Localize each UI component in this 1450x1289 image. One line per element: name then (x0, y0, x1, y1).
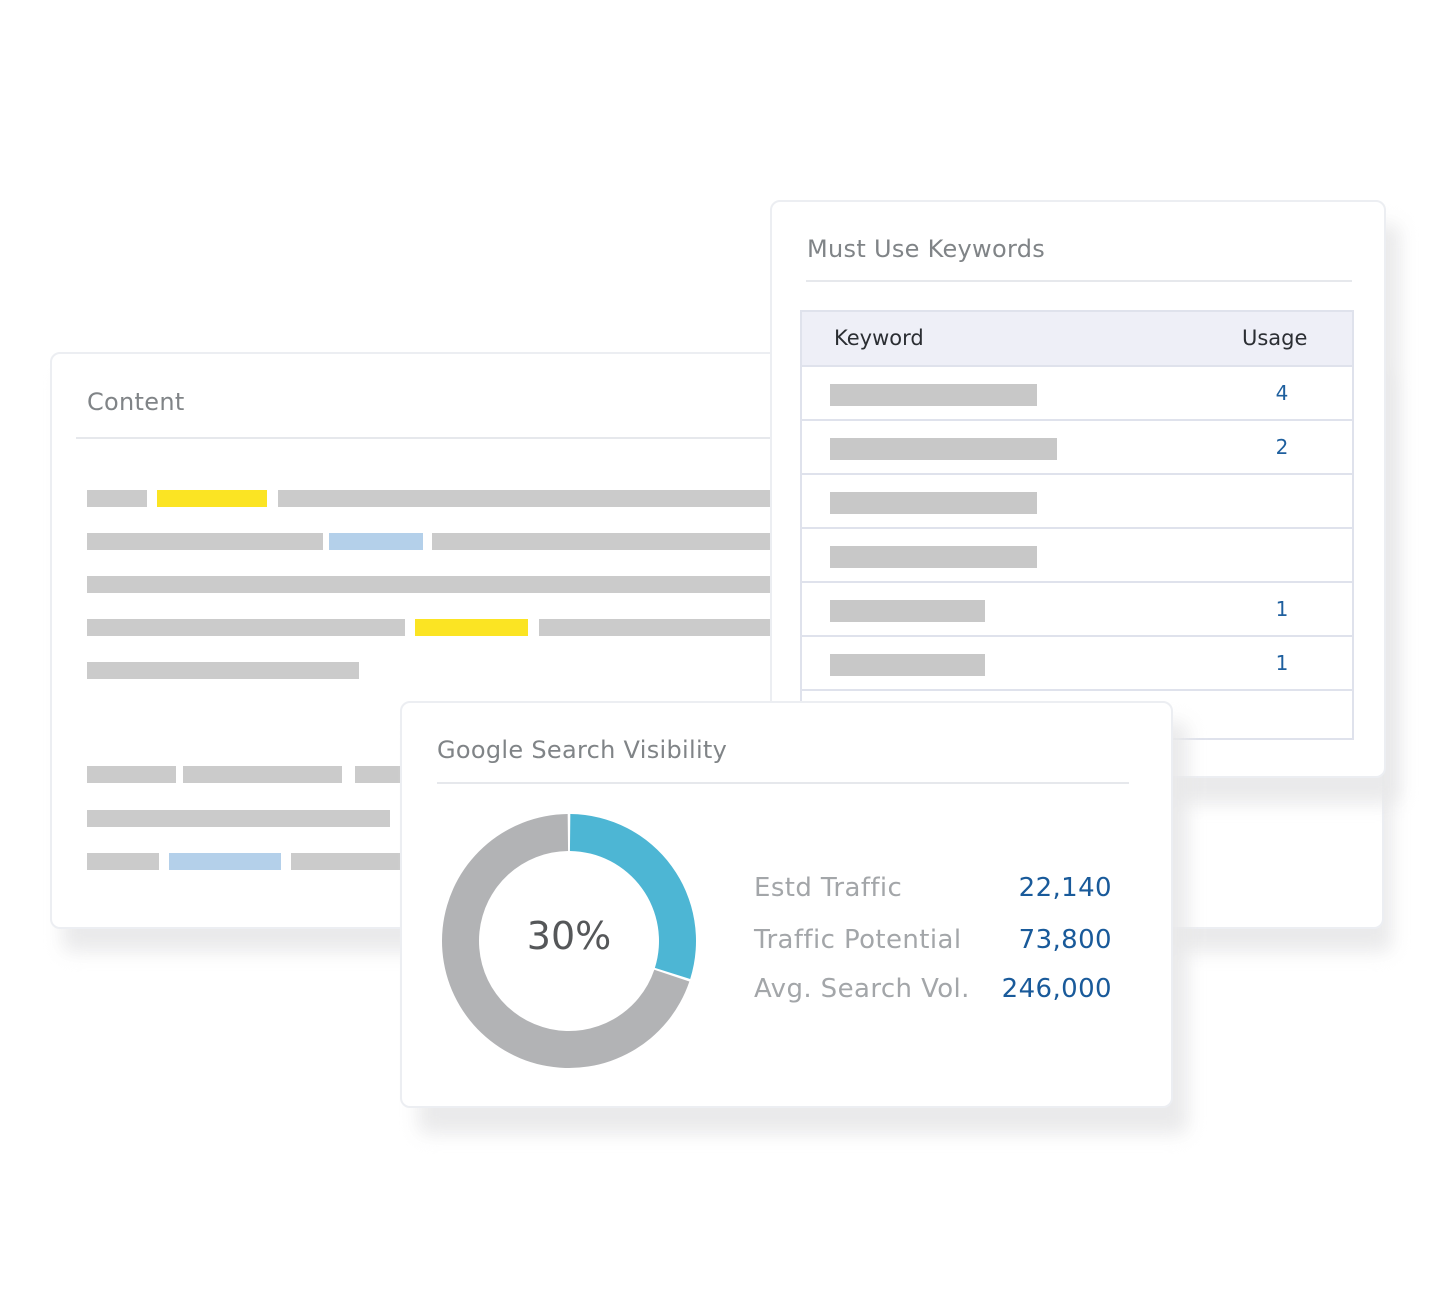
metric-value-estd-traffic: 22,140 (1018, 873, 1112, 903)
table-row[interactable]: 4 (802, 367, 1352, 421)
content-card-divider (76, 437, 796, 439)
visibility-percent-label: 30% (526, 914, 612, 958)
keywords-card: Must Use Keywords Keyword Usage 4 2 (770, 200, 1386, 778)
keyword-table: Keyword Usage 4 2 1 (800, 310, 1354, 740)
keyword-placeholder (830, 492, 1037, 514)
text-line (87, 662, 359, 679)
keywords-card-divider (806, 280, 1352, 282)
highlighted-keyword (415, 619, 528, 636)
highlighted-keyword (329, 533, 423, 550)
visibility-card-divider (437, 782, 1129, 784)
table-row[interactable]: 2 (802, 421, 1352, 475)
keyword-placeholder (830, 546, 1037, 568)
text-line (278, 490, 778, 507)
keywords-card-title: Must Use Keywords (807, 235, 1046, 263)
text-line (87, 576, 778, 593)
donut-track-segment (442, 814, 690, 1068)
keyword-placeholder (830, 384, 1037, 406)
text-line (87, 810, 390, 827)
keyword-table-header: Keyword Usage (802, 312, 1352, 367)
donut-fill-segment (569, 814, 696, 979)
keyword-placeholder (830, 600, 985, 622)
text-line (87, 533, 323, 550)
highlighted-keyword (157, 490, 267, 507)
text-line (87, 490, 147, 507)
text-line (87, 619, 405, 636)
visibility-card-title: Google Search Visibility (437, 736, 728, 764)
metric-value-traffic-potential: 73,800 (1018, 925, 1112, 955)
usage-count: 2 (1275, 435, 1289, 459)
text-line (539, 619, 778, 636)
metric-label-estd-traffic: Estd Traffic (754, 873, 903, 903)
text-line (291, 853, 411, 870)
column-header-keyword: Keyword (834, 326, 924, 350)
table-row[interactable] (802, 475, 1352, 529)
usage-count: 1 (1275, 597, 1289, 621)
text-line (87, 766, 176, 783)
usage-count: 4 (1275, 381, 1289, 405)
column-header-usage: Usage (1242, 326, 1308, 350)
content-card-title: Content (87, 388, 185, 416)
keyword-placeholder (830, 654, 985, 676)
highlighted-keyword (169, 853, 281, 870)
text-line (183, 766, 342, 783)
metric-label-traffic-potential: Traffic Potential (754, 925, 962, 955)
usage-count: 1 (1275, 651, 1289, 675)
metric-label-avg-search-vol: Avg. Search Vol. (754, 974, 970, 1004)
table-row[interactable]: 1 (802, 637, 1352, 691)
visibility-donut-chart (442, 814, 696, 1068)
table-row[interactable] (802, 529, 1352, 583)
table-row[interactable]: 1 (802, 583, 1352, 637)
metric-value-avg-search-vol: 246,000 (1001, 974, 1112, 1004)
text-line (87, 853, 159, 870)
keyword-placeholder (830, 438, 1057, 460)
text-line (432, 533, 778, 550)
